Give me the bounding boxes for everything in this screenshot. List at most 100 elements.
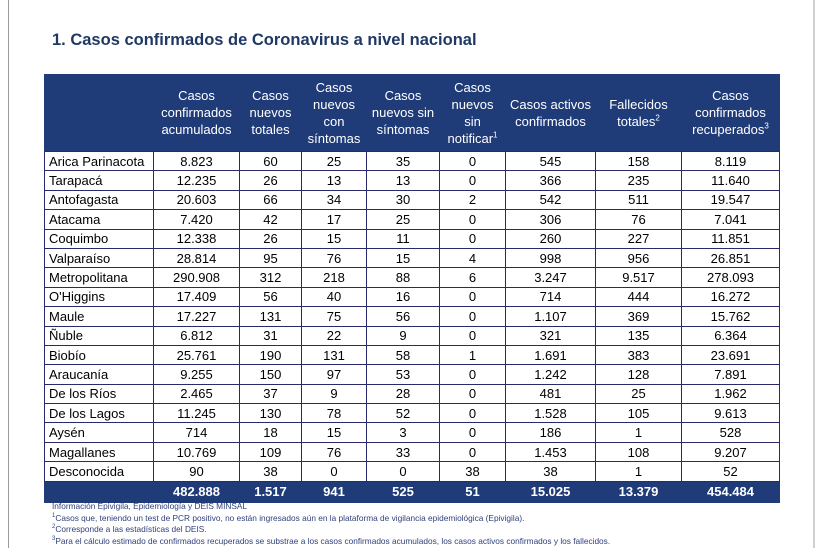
value-cell: 18 xyxy=(239,422,302,443)
header-cell: Casos confirmados acumulados xyxy=(153,74,240,152)
value-cell: 11.245 xyxy=(153,403,240,424)
value-cell: 1 xyxy=(439,344,506,366)
value-cell: 9.255 xyxy=(153,364,240,385)
value-cell: 20.603 xyxy=(153,189,240,211)
region-name-cell: Coquimbo xyxy=(44,228,154,249)
value-cell: 369 xyxy=(595,306,682,327)
value-cell: 2.465 xyxy=(153,383,240,405)
region-name-cell: De los Lagos xyxy=(44,403,154,424)
region-name-cell: Araucanía xyxy=(44,364,154,385)
totals-label-cell xyxy=(44,480,154,503)
value-cell: 9 xyxy=(301,383,367,405)
value-cell: 22 xyxy=(301,325,367,346)
value-cell: 76 xyxy=(595,209,682,230)
region-name-cell: Biobío xyxy=(44,344,154,366)
footnote-3: 3Para el cálculo estimado de confirmados… xyxy=(52,535,611,546)
value-cell: 1 xyxy=(595,422,682,443)
value-cell: 78 xyxy=(301,403,367,424)
value-cell: 33 xyxy=(366,441,440,463)
value-cell: 0 xyxy=(439,325,506,346)
total-cell: 525 xyxy=(366,480,440,503)
value-cell: 1 xyxy=(595,461,682,482)
total-cell: 482.888 xyxy=(153,480,240,503)
value-cell: 714 xyxy=(153,422,240,443)
value-cell: 0 xyxy=(439,150,506,172)
value-cell: 40 xyxy=(301,286,367,308)
table-row: De los Ríos 2.465 37 9 28 0 481 25 1.962 xyxy=(44,383,780,405)
value-cell: 105 xyxy=(595,403,682,424)
value-cell: 7.420 xyxy=(153,209,240,230)
value-cell: 8.119 xyxy=(681,150,780,172)
value-cell: 0 xyxy=(439,403,506,424)
value-cell: 9.207 xyxy=(681,441,780,463)
value-cell: 15 xyxy=(301,422,367,443)
value-cell: 25 xyxy=(301,150,367,172)
value-cell: 25.761 xyxy=(153,344,240,366)
value-cell: 7.041 xyxy=(681,209,780,230)
value-cell: 131 xyxy=(301,344,367,366)
value-cell: 0 xyxy=(439,422,506,443)
value-cell: 95 xyxy=(239,247,302,269)
value-cell: 321 xyxy=(505,325,596,346)
region-name-cell: Antofagasta xyxy=(44,189,154,211)
value-cell: 158 xyxy=(595,150,682,172)
value-cell: 56 xyxy=(366,306,440,327)
page-right-border xyxy=(813,0,815,548)
value-cell: 90 xyxy=(153,461,240,482)
value-cell: 12.338 xyxy=(153,228,240,249)
value-cell: 1.242 xyxy=(505,364,596,385)
region-name-cell: Atacama xyxy=(44,209,154,230)
value-cell: 16.272 xyxy=(681,286,780,308)
value-cell: 28.814 xyxy=(153,247,240,269)
value-cell: 75 xyxy=(301,306,367,327)
region-name-cell: Aysén xyxy=(44,422,154,443)
value-cell: 150 xyxy=(239,364,302,385)
region-name-cell: Valparaíso xyxy=(44,247,154,269)
value-cell: 9 xyxy=(366,325,440,346)
table-row: Metropolitana 290.908 312 218 88 6 3.247 9.517 2… xyxy=(44,267,780,288)
value-cell: 1.453 xyxy=(505,441,596,463)
total-cell: 13.379 xyxy=(595,480,682,503)
value-cell: 60 xyxy=(239,150,302,172)
value-cell: 17.409 xyxy=(153,286,240,308)
value-cell: 0 xyxy=(439,441,506,463)
value-cell: 130 xyxy=(239,403,302,424)
value-cell: 312 xyxy=(239,267,302,288)
value-cell: 481 xyxy=(505,383,596,405)
value-cell: 290.908 xyxy=(153,267,240,288)
value-cell: 186 xyxy=(505,422,596,443)
value-cell: 76 xyxy=(301,247,367,269)
value-cell: 15 xyxy=(366,247,440,269)
value-cell: 714 xyxy=(505,286,596,308)
table-row: Antofagasta 20.603 66 34 30 2 542 511 19.547 xyxy=(44,189,780,211)
footnote-1: 1Casos que, teniendo un test de PCR posi… xyxy=(52,512,525,523)
value-cell: 4 xyxy=(439,247,506,269)
value-cell: 11.851 xyxy=(681,228,780,249)
value-cell: 0 xyxy=(439,383,506,405)
table-row: Ñuble 6.812 31 22 9 0 321 135 6.364 xyxy=(44,325,780,346)
value-cell: 15 xyxy=(301,228,367,249)
value-cell: 511 xyxy=(595,189,682,211)
table-row: Tarapacá 12.235 26 13 13 0 366 235 11.640 xyxy=(44,170,780,191)
table-row: Maule 17.227 131 75 56 0 1.107 369 15.762 xyxy=(44,306,780,327)
table-row: Biobío 25.761 190 131 58 1 1.691 383 23.691 xyxy=(44,344,780,366)
value-cell: 56 xyxy=(239,286,302,308)
value-cell: 366 xyxy=(505,170,596,191)
total-cell: 941 xyxy=(301,480,367,503)
value-cell: 218 xyxy=(301,267,367,288)
value-cell: 26 xyxy=(239,228,302,249)
value-cell: 6 xyxy=(439,267,506,288)
value-cell: 227 xyxy=(595,228,682,249)
region-name-cell: Magallanes xyxy=(44,441,154,463)
region-name-cell: Ñuble xyxy=(44,325,154,346)
value-cell: 278.093 xyxy=(681,267,780,288)
value-cell: 11.640 xyxy=(681,170,780,191)
value-cell: 0 xyxy=(439,170,506,191)
value-cell: 998 xyxy=(505,247,596,269)
value-cell: 53 xyxy=(366,364,440,385)
cases-table: Casos confirmados acumulados Casos nuevo… xyxy=(44,74,780,503)
region-name-cell: Tarapacá xyxy=(44,170,154,191)
header-cell: Fallecidos totales2 xyxy=(595,74,682,152)
table-row: Coquimbo 12.338 26 15 11 0 260 227 11.851 xyxy=(44,228,780,249)
value-cell: 58 xyxy=(366,344,440,366)
